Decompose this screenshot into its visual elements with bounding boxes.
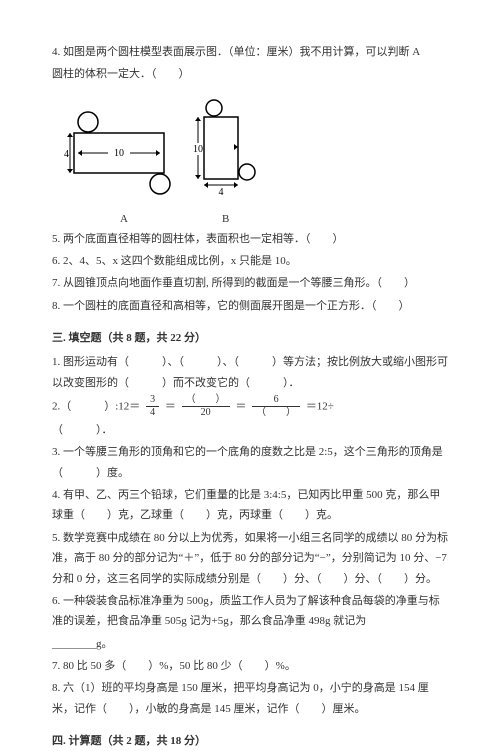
- fb-q1: 1. 图形运动有（ ）、（ ）、（ ）等方法；按比例放大或缩小图形可以改变图形的…: [52, 352, 448, 393]
- frac-den: 4: [146, 407, 159, 418]
- diagram-label-b: B: [222, 209, 229, 229]
- fb-q2: 2.（ ）:12＝ 3 4 ＝ （ ） 20 ＝ 6 （ ） ＝12÷: [52, 395, 448, 418]
- fb-q2-todiv: ＝12÷: [306, 400, 334, 412]
- svg-text:10: 10: [193, 144, 203, 155]
- equals-2: ＝: [235, 400, 246, 412]
- q4-line1: 4. 如图是两个圆柱模型表面展示图．（单位：厘米）我不用计算，可以判断 A: [52, 42, 448, 62]
- frac-num: 6: [252, 395, 300, 407]
- fb-q6-line1: 6. 一种袋装食品标准净重为 500g，质监工作人员为了解该种食品每袋的净重与标…: [52, 591, 448, 632]
- diagram-svg: 10 4 10 4: [64, 93, 264, 203]
- diagram-labels: A B: [64, 209, 264, 227]
- fb-q6-line2: ________g。: [52, 634, 448, 654]
- q7: 7. 从圆锥顶点向地面作垂直切割, 所得到的截面是一个等腰三角形。（ ）: [52, 273, 448, 293]
- q5: 5. 两个底面直径相等的圆柱体，表面积也一定相等．（ ）: [52, 229, 448, 249]
- frac-den: （ ）: [252, 407, 300, 418]
- fb-q2-lead: 2.（ ）:12＝: [52, 400, 140, 412]
- fb-q8: 8. 六（1）班的平均身高是 150 厘米，把平均身高记为 0，小宁的身高是 1…: [52, 678, 448, 719]
- svg-text:4: 4: [219, 187, 224, 198]
- fb-q4: 4. 有甲、乙、丙三个铅球，它们重量的比是 3:4:5，已知丙比甲重 500 克…: [52, 485, 448, 526]
- diagram-label-a: A: [120, 209, 128, 229]
- svg-text:10: 10: [114, 148, 124, 159]
- section-4-heading: 四. 计算题（共 2 题，共 18 分）: [52, 731, 448, 751]
- fb-q5: 5. 数学竞赛中成绩在 80 分以上为优秀，如果将一小组三名同学的成绩以 80 …: [52, 528, 448, 589]
- q8: 8. 一个圆柱的底面直径和高相等，它的侧面展开图是一个正方形．（ ）: [52, 296, 448, 316]
- exam-page: 4. 如图是两个圆柱模型表面展示图．（单位：厘米）我不用计算，可以判断 A 圆柱…: [0, 0, 500, 707]
- section-3-heading: 三. 填空题（共 8 题，共 22 分）: [52, 328, 448, 348]
- fraction-3-over-4: 3 4: [146, 395, 159, 418]
- cylinder-nets-diagram: 10 4 10 4: [64, 93, 264, 203]
- frac-num: 3: [146, 395, 159, 407]
- q4-line2: 圆柱的体积一定大．（ ）: [52, 64, 448, 84]
- svg-text:4: 4: [64, 149, 69, 160]
- fb-q2-line2: （ ）．: [52, 420, 448, 440]
- frac-num: （ ）: [182, 395, 230, 407]
- fb-q7: 7. 80 比 50 多（ ）%，50 比 80 少（ ）%。: [52, 656, 448, 676]
- frac-den: 20: [182, 407, 230, 418]
- fraction-blank-over-20: （ ） 20: [182, 395, 230, 418]
- q6: 6. 2、4、5、x 这四个数能组成比例，x 只能是 10。: [52, 251, 448, 271]
- fraction-6-over-blank: 6 （ ）: [252, 395, 300, 418]
- equals-1: ＝: [165, 400, 176, 412]
- fb-q3: 3. 一个等腰三角形的顶角和它的一个底角的度数之比是 2:5，这个三角形的顶角是…: [52, 442, 448, 483]
